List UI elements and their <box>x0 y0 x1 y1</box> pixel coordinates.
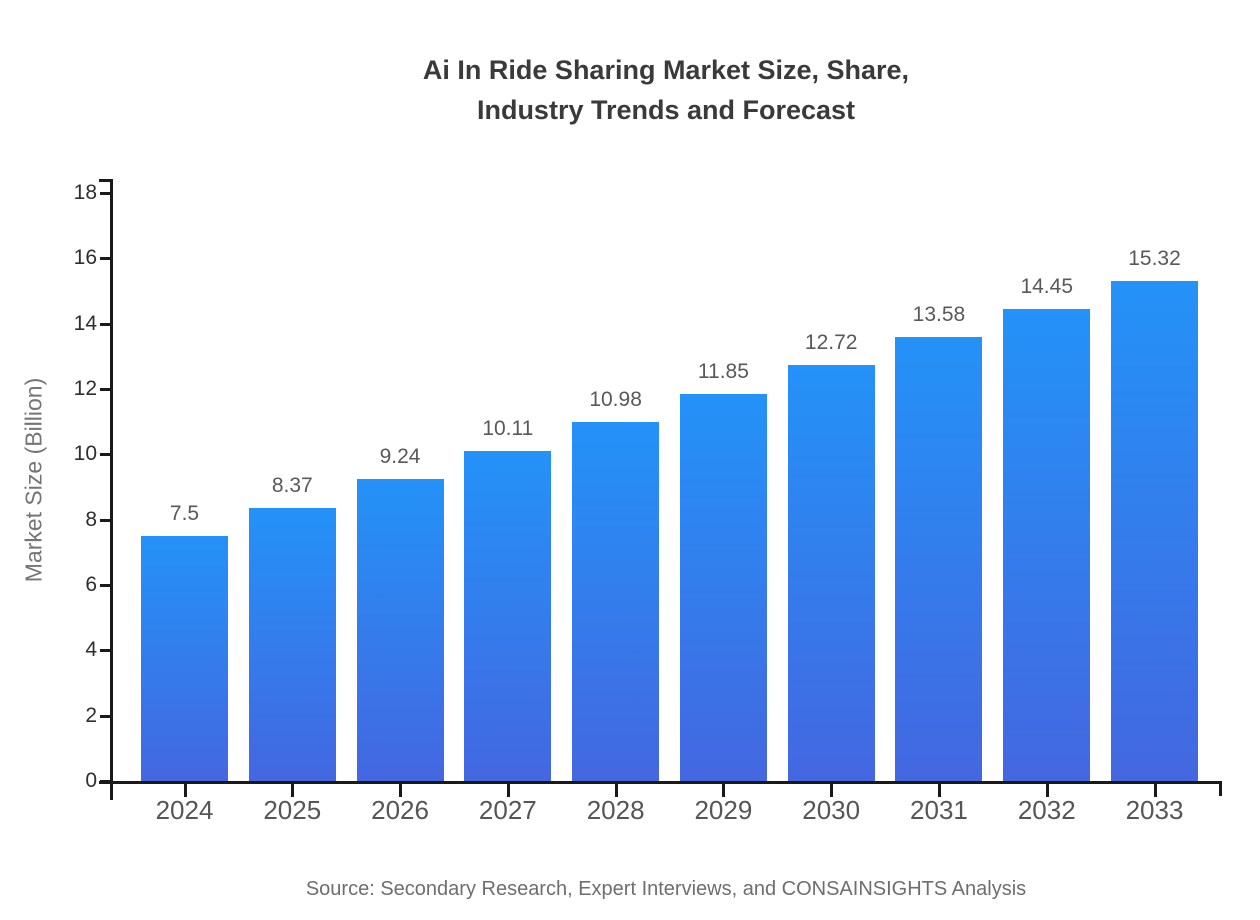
bar <box>787 365 875 781</box>
y-axis-tick-label: 10 <box>73 442 97 466</box>
y-axis-tick-label: 18 <box>73 181 97 204</box>
x-axis-tick-label: 2030 <box>802 795 861 825</box>
x-axis-tick <box>937 784 941 797</box>
bar <box>895 337 983 781</box>
y-axis-tick-label: 2 <box>85 703 97 727</box>
y-axis-tick <box>100 780 113 783</box>
x-axis-tick-label: 2031 <box>910 795 968 825</box>
x-axis-tick-label: 2025 <box>263 795 322 825</box>
x-axis-tick <box>722 784 726 797</box>
bar <box>464 450 552 781</box>
x-axis-tick-label: 2029 <box>694 795 753 825</box>
bar <box>1111 280 1199 781</box>
x-axis-tick <box>291 784 295 797</box>
y-axis-tick <box>100 322 113 326</box>
bar-value-label: 15.32 <box>1128 246 1181 270</box>
x-axis-end-cap <box>1219 781 1222 796</box>
y-axis-tick-label: 0 <box>85 769 97 792</box>
chart-title-line-1: Ai In Ride Sharing Market Size, Share, <box>422 55 910 85</box>
x-axis-tick-label: 2033 <box>1125 795 1184 825</box>
x-axis-tick <box>830 784 834 797</box>
bar-value-label: 11.85 <box>697 359 749 383</box>
x-axis-tick <box>1153 784 1157 797</box>
bar-value-label: 8.37 <box>271 473 313 497</box>
x-axis-tick-label: 2028 <box>586 795 645 825</box>
x-axis-tick-label: 2032 <box>1017 795 1076 825</box>
x-axis-tick-label: 2026 <box>371 795 429 825</box>
y-axis-tick <box>100 714 113 718</box>
y-axis-tick <box>100 388 113 391</box>
y-axis-tick <box>100 257 113 261</box>
y-axis-tick <box>100 584 113 587</box>
x-axis-tick <box>614 784 618 797</box>
bar <box>356 479 444 781</box>
y-axis-tick <box>100 649 113 653</box>
bar-value-label: 13.58 <box>912 303 966 327</box>
bar-value-label: 9.24 <box>379 445 421 469</box>
y-axis-tick-label: 4 <box>85 638 97 662</box>
x-axis-tick-label: 2027 <box>478 795 537 825</box>
y-axis-top-cap <box>99 179 113 182</box>
x-axis-tick <box>506 784 510 797</box>
y-axis-tick-label: 12 <box>73 377 97 400</box>
chart-title: Ai In Ride Sharing Market Size, Share, I… <box>110 50 1222 130</box>
source-note: Source: Secondary Research, Expert Inter… <box>305 878 1027 900</box>
bar <box>248 507 336 781</box>
bar <box>679 393 767 781</box>
x-axis-line <box>99 781 1222 784</box>
bar-value-label: 10.98 <box>589 388 642 412</box>
x-axis-tick <box>399 784 403 797</box>
x-axis-tick-label: 2024 <box>155 795 214 825</box>
y-axis-tick-label: 14 <box>73 311 97 335</box>
bar-value-label: 12.72 <box>804 331 858 355</box>
bar <box>1003 308 1091 781</box>
bar <box>572 422 660 781</box>
x-axis-tick <box>183 784 187 797</box>
bar <box>141 536 228 781</box>
y-axis-tick-label: 8 <box>85 507 97 531</box>
y-axis-tick <box>100 453 113 457</box>
bar-value-label: 7.5 <box>169 502 200 525</box>
y-axis-tick-label: 16 <box>73 246 97 270</box>
bar-value-label: 10.11 <box>482 416 534 440</box>
y-axis-line <box>110 179 113 800</box>
x-axis-tick <box>1045 784 1049 797</box>
chart-title-line-2: Industry Trends and Forecast <box>476 95 856 125</box>
y-axis-tick <box>100 518 113 522</box>
y-axis-tick-label: 6 <box>85 573 97 596</box>
y-axis-tick <box>100 192 113 195</box>
bar-value-label: 14.45 <box>1020 274 1074 298</box>
